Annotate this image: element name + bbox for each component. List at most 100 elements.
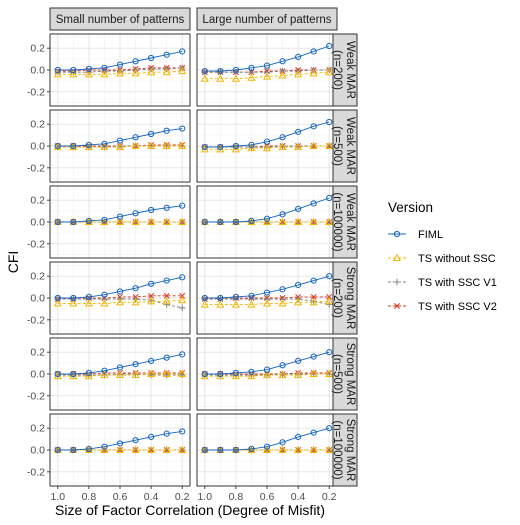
data-point	[116, 440, 124, 447]
data-point	[116, 288, 124, 295]
data-point	[248, 292, 255, 299]
data-point	[232, 142, 239, 150]
row-strip	[332, 109, 358, 183]
data-point	[325, 141, 334, 150]
y-tick-label: 0.2	[30, 119, 45, 131]
data-point	[132, 285, 139, 292]
data-point	[53, 70, 62, 78]
data-point	[115, 445, 125, 454]
data-point	[279, 211, 286, 218]
data-point	[309, 445, 318, 454]
data-point	[262, 370, 272, 379]
data-point	[85, 65, 92, 73]
row-strip-label: Strong MAR(n=100000)	[331, 419, 356, 482]
data-point	[178, 217, 187, 226]
series-line	[204, 275, 330, 299]
row-strip-line: (n=100000)	[331, 192, 343, 251]
row-strip	[332, 261, 358, 335]
data-point	[247, 445, 256, 454]
data-point	[325, 67, 334, 76]
data-point	[262, 217, 272, 226]
data-point	[148, 433, 155, 441]
data-point	[179, 351, 186, 358]
data-point	[100, 370, 109, 379]
data-point	[101, 64, 108, 71]
panel-series-r0-c1	[200, 42, 334, 82]
legend-label: TS with SSC V1	[418, 277, 497, 289]
data-point	[231, 371, 240, 380]
y-tick-label: -0.2	[27, 238, 45, 250]
data-point	[279, 286, 286, 293]
data-point	[326, 293, 333, 300]
data-point	[101, 367, 108, 374]
x-tick-label: 1.0	[197, 491, 212, 503]
row-strip-line: Strong MAR	[344, 419, 356, 482]
panel-series-r1-c1	[200, 118, 334, 153]
row-strip-line: Strong MAR	[344, 343, 356, 406]
column-strip-label: Small number of patterns	[56, 14, 185, 26]
row-strip-line: Strong MAR	[344, 267, 356, 330]
data-point	[84, 299, 93, 307]
y-tick-label: -0.2	[27, 162, 45, 174]
data-point	[247, 143, 256, 152]
data-point	[247, 73, 256, 81]
data-point	[279, 134, 286, 141]
data-point	[217, 67, 224, 75]
x-tick-label: 0.8	[82, 491, 97, 503]
data-point	[163, 127, 170, 134]
y-tick-label: 0.2	[30, 271, 45, 283]
data-point	[178, 66, 187, 75]
legend-entry: TS without SSC	[388, 253, 496, 265]
panel-series-r5-c0	[53, 428, 187, 454]
data-point	[70, 446, 77, 454]
data-point	[131, 445, 140, 454]
x-tick-label: 0.8	[229, 491, 244, 503]
data-point	[232, 446, 239, 454]
data-point	[247, 371, 256, 380]
data-point	[85, 141, 92, 149]
row-strip	[332, 185, 358, 259]
y-tick-label: 0.2	[30, 43, 45, 55]
data-point	[70, 66, 77, 74]
data-point	[85, 217, 92, 225]
facet-panels	[49, 33, 338, 487]
data-point	[278, 445, 287, 454]
series-line	[57, 205, 183, 223]
row-strip	[332, 413, 358, 487]
data-point	[132, 134, 139, 141]
panel-series-r4-c0	[53, 351, 187, 380]
data-point	[295, 205, 302, 213]
row-strip-label: Weak MAR(n=500)	[331, 117, 356, 175]
data-point	[131, 141, 140, 150]
data-point	[295, 53, 302, 61]
data-point	[179, 274, 186, 281]
data-point	[147, 67, 156, 76]
data-point	[263, 366, 271, 373]
data-point	[248, 64, 255, 71]
data-point	[294, 445, 303, 454]
data-point	[325, 217, 334, 226]
data-point	[54, 142, 61, 150]
series-line	[57, 70, 183, 75]
x-axis-title: Size of Factor Correlation (Degree of Mi…	[55, 502, 325, 518]
panel-series-r0-c0	[53, 48, 187, 78]
data-point	[100, 445, 109, 454]
y-tick-label: 0.0	[30, 293, 45, 305]
data-point	[201, 67, 208, 75]
data-point	[326, 273, 333, 280]
series-line	[57, 353, 183, 375]
data-point	[131, 298, 140, 306]
data-point	[148, 280, 155, 287]
data-point	[131, 69, 140, 77]
data-point	[132, 58, 139, 65]
panel-series-r2-c0	[53, 202, 187, 226]
data-point	[247, 300, 256, 308]
data-point	[231, 145, 240, 153]
legend-symbol	[394, 303, 400, 309]
data-point	[217, 294, 224, 302]
data-point	[116, 213, 124, 220]
data-point	[70, 370, 77, 378]
data-point	[148, 357, 155, 365]
data-point	[232, 66, 239, 74]
series-line	[57, 276, 183, 299]
